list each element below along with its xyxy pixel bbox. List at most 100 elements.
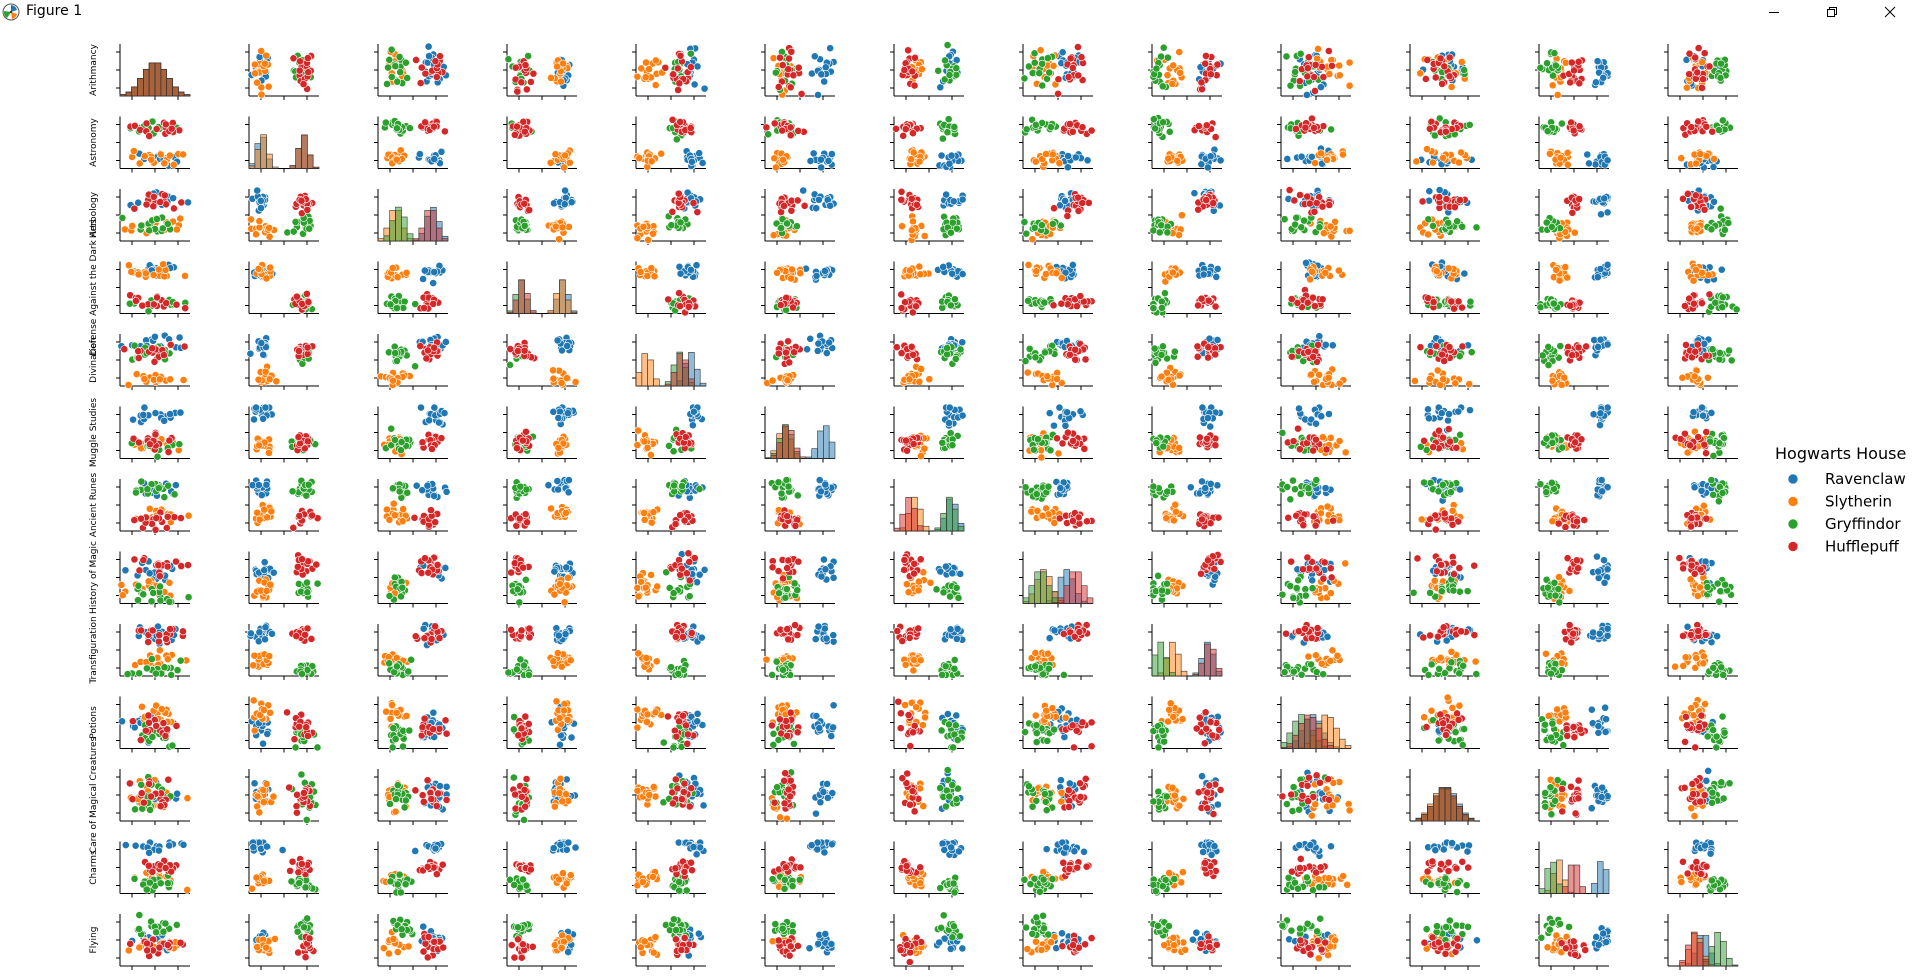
minimize-button[interactable] bbox=[1745, 0, 1803, 24]
scatter-point-ravenclaw bbox=[814, 91, 822, 99]
scatter-point-hufflepuff bbox=[422, 354, 431, 363]
panel-muggle-studies-vs-muggle-studies bbox=[761, 406, 836, 463]
scatter-point-gryffindor bbox=[1715, 355, 1724, 364]
scatter-point-slytherin bbox=[128, 221, 137, 230]
scatter-point-hufflepuff bbox=[1682, 341, 1690, 349]
scatter-point-hufflepuff bbox=[1685, 70, 1694, 79]
scatter-point-slytherin bbox=[1049, 62, 1058, 70]
scatter-point-ravenclaw bbox=[435, 418, 443, 427]
scatter-point-hufflepuff bbox=[1680, 302, 1689, 310]
maximize-button[interactable] bbox=[1803, 0, 1861, 24]
scatter-point-slytherin bbox=[250, 60, 259, 69]
scatter-point-slytherin bbox=[909, 217, 917, 226]
scatter-point-hufflepuff bbox=[1691, 347, 1700, 356]
scatter-point-gryffindor bbox=[777, 224, 785, 232]
scatter-point-hufflepuff bbox=[774, 83, 783, 91]
hist-bar-hufflepuff bbox=[178, 91, 185, 97]
scatter-point-gryffindor bbox=[158, 224, 167, 233]
scatter-point-hufflepuff bbox=[440, 127, 449, 136]
close-button[interactable] bbox=[1861, 0, 1919, 24]
scatter-point-ravenclaw bbox=[687, 157, 696, 166]
scatter-point-hufflepuff bbox=[156, 198, 165, 206]
hist-bar-slytherin bbox=[635, 372, 643, 387]
scatter-point-hufflepuff bbox=[669, 70, 678, 79]
hist-bar-slytherin bbox=[377, 238, 385, 242]
scatter-point-hufflepuff bbox=[1421, 75, 1430, 83]
scatter-point-gryffindor bbox=[504, 55, 513, 64]
scatter-point-ravenclaw bbox=[425, 416, 433, 425]
scatter-point-hufflepuff bbox=[162, 299, 171, 307]
scatter-point-gryffindor bbox=[1045, 68, 1054, 77]
scatter-point-ravenclaw bbox=[175, 333, 184, 342]
scatter-point-gryffindor bbox=[1030, 49, 1039, 58]
scatter-point-ravenclaw bbox=[816, 155, 825, 164]
scatter-point-hufflepuff bbox=[1308, 114, 1316, 123]
scatter-point-hufflepuff bbox=[794, 63, 803, 72]
scatter-point-hufflepuff bbox=[1290, 196, 1299, 205]
scatter-point-slytherin bbox=[651, 81, 660, 89]
hist-bar-ravenclaw bbox=[694, 368, 701, 387]
scatter-point-ravenclaw bbox=[1197, 160, 1206, 169]
scatter-point-slytherin bbox=[1032, 267, 1041, 276]
scatter-point-slytherin bbox=[254, 265, 263, 273]
scatter-point-hufflepuff bbox=[1211, 350, 1220, 359]
scatter-point-hufflepuff bbox=[1204, 353, 1212, 362]
scatter-point-hufflepuff bbox=[1436, 54, 1445, 63]
panel-divination-vs-astronomy bbox=[245, 334, 319, 390]
panel-muggle-studies-vs-defense-against-the-dark-arts bbox=[503, 403, 578, 463]
restore-icon bbox=[1827, 7, 1837, 17]
scatter-point-ravenclaw bbox=[1328, 341, 1337, 350]
scatter-point-hufflepuff bbox=[1194, 205, 1203, 214]
scatter-point-slytherin bbox=[1563, 160, 1572, 169]
scatter-point-hufflepuff bbox=[294, 433, 303, 441]
scatter-point-slytherin bbox=[647, 451, 655, 459]
scatter-point-ravenclaw bbox=[1212, 273, 1221, 281]
scatter-point-slytherin bbox=[253, 78, 261, 87]
scatter-point-ravenclaw bbox=[1061, 197, 1070, 205]
panel-divination-vs-ancient-runes bbox=[890, 334, 967, 390]
scatter-point-slytherin bbox=[1324, 373, 1333, 382]
scatter-point-gryffindor bbox=[665, 441, 673, 450]
scatter-point-hufflepuff bbox=[1054, 75, 1063, 84]
scatter-point-hufflepuff bbox=[1197, 78, 1206, 87]
hist-bar-slytherin bbox=[272, 166, 279, 169]
scatter-point-hufflepuff bbox=[897, 349, 906, 358]
scatter-point-gryffindor bbox=[1048, 219, 1057, 228]
scatter-point-ravenclaw bbox=[945, 419, 953, 427]
scatter-point-hufflepuff bbox=[913, 200, 921, 209]
hist-bar-slytherin bbox=[565, 299, 572, 314]
scatter-point-hufflepuff bbox=[181, 304, 190, 313]
scatter-point-hufflepuff bbox=[1685, 49, 1694, 58]
scatter-point-slytherin bbox=[1042, 150, 1050, 158]
panel-arithmancy-vs-potions bbox=[1277, 44, 1354, 100]
scatter-point-ravenclaw bbox=[1317, 83, 1325, 92]
scatter-point-hufflepuff bbox=[1432, 342, 1441, 350]
scatter-point-slytherin bbox=[1457, 148, 1465, 157]
scatter-point-slytherin bbox=[1411, 377, 1419, 385]
scatter-point-hufflepuff bbox=[1073, 302, 1081, 311]
scatter-point-slytherin bbox=[920, 444, 929, 453]
scatter-point-gryffindor bbox=[1028, 69, 1037, 78]
hist-bar-gryffindor bbox=[389, 220, 396, 242]
scatter-point-slytherin bbox=[1696, 150, 1705, 158]
hist-bar-hufflepuff bbox=[160, 68, 167, 97]
scatter-point-ravenclaw bbox=[169, 194, 178, 203]
scatter-point-hufflepuff bbox=[1689, 299, 1698, 308]
scatter-point-hufflepuff bbox=[1687, 203, 1695, 211]
scatter-point-slytherin bbox=[149, 271, 158, 279]
scatter-point-slytherin bbox=[169, 160, 178, 169]
scatter-point-hufflepuff bbox=[1440, 62, 1449, 71]
scatter-point-hufflepuff bbox=[529, 69, 538, 78]
scatter-point-ravenclaw bbox=[1083, 156, 1092, 165]
scatter-point-slytherin bbox=[1556, 153, 1565, 162]
scatter-point-slytherin bbox=[262, 51, 271, 60]
scatter-point-slytherin bbox=[252, 230, 260, 239]
scatter-point-hufflepuff bbox=[1049, 301, 1058, 310]
scatter-point-slytherin bbox=[783, 376, 792, 385]
scatter-point-hufflepuff bbox=[784, 337, 792, 346]
scatter-point-gryffindor bbox=[948, 218, 957, 227]
scatter-point-gryffindor bbox=[1732, 305, 1741, 314]
scatter-point-slytherin bbox=[909, 148, 918, 157]
hist-bar-hufflepuff bbox=[776, 442, 783, 459]
scatter-point-hufflepuff bbox=[1426, 348, 1435, 357]
